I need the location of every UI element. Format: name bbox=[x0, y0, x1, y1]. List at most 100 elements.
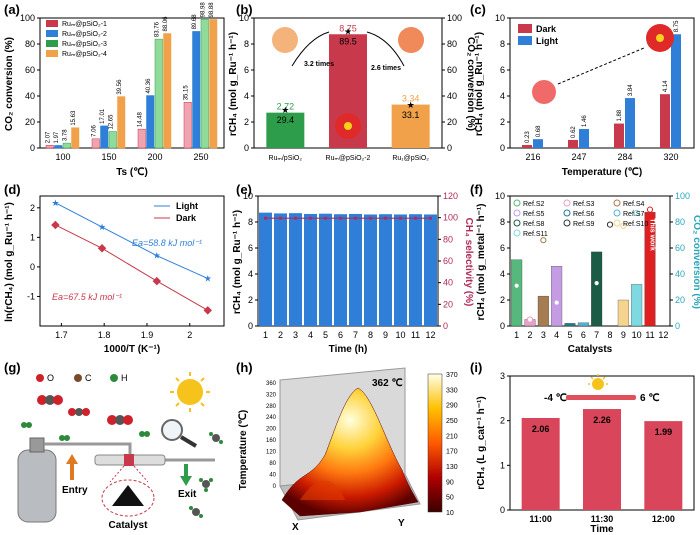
xtick-label: 11 bbox=[645, 330, 654, 340]
panel-h-zlabel: Temperature (℃) bbox=[238, 410, 249, 491]
panel-c-marks: 0 2 4 6 8 10 216 0.23 0.68 247 0.62 1.46 284 1.88 3.84… bbox=[495, 13, 681, 162]
xtick-label: Ru₁@pSiO₂ bbox=[392, 155, 429, 162]
ytick-label: 60 bbox=[675, 243, 685, 253]
ytick-label: 100 bbox=[675, 191, 690, 201]
ytick-label: 20 bbox=[447, 117, 457, 127]
bar bbox=[579, 129, 589, 148]
data-point: ★ bbox=[204, 273, 212, 283]
bar-value-label: 0.23 bbox=[525, 131, 531, 143]
bar bbox=[614, 123, 624, 148]
arrow-left bbox=[291, 31, 330, 67]
ytick-label: 20 bbox=[675, 295, 685, 305]
xtick-label: 6 bbox=[581, 330, 586, 340]
ytick-label: 0 bbox=[443, 321, 448, 331]
selectivity-point bbox=[428, 216, 433, 220]
xtick-label: 11:30 bbox=[591, 514, 614, 524]
bar-value-label: 3.78 bbox=[63, 129, 69, 141]
selectivity-point bbox=[413, 216, 418, 220]
ytick-label: 2 bbox=[500, 416, 505, 426]
bar-value-label: 39.56 bbox=[117, 79, 123, 95]
colorbar-tick-label: 130 bbox=[446, 464, 458, 471]
bar-value-label: 35.15 bbox=[184, 85, 190, 101]
xtick-label: 2 bbox=[187, 330, 192, 340]
bar bbox=[631, 284, 643, 327]
bar bbox=[671, 34, 681, 148]
panel-h-xlabel: X bbox=[292, 522, 299, 533]
xtick-label: 320 bbox=[663, 152, 678, 162]
fit-line bbox=[55, 224, 208, 311]
bar bbox=[617, 299, 629, 327]
legend-h: H bbox=[121, 373, 128, 383]
legend-marker bbox=[563, 219, 571, 227]
legend-label: Ref.S5 bbox=[523, 211, 545, 218]
panel-label-a: (a) bbox=[4, 2, 20, 17]
legend-swatch bbox=[518, 36, 532, 45]
panel-d-ylabel: ln(rCH₄) (mol g_Ru⁻¹ h⁻¹) bbox=[4, 202, 15, 322]
xtick-label: 100 bbox=[55, 152, 70, 162]
this-work-label: This work bbox=[649, 218, 656, 251]
bar-value-label: 17.01 bbox=[100, 108, 106, 124]
legend-label: Ref.S2 bbox=[523, 201, 545, 208]
bar bbox=[349, 213, 362, 326]
ytick-label: 8 bbox=[248, 217, 253, 227]
selectivity-point bbox=[383, 216, 388, 220]
xtick-label: 4 bbox=[308, 330, 313, 340]
ztick-label: 80 bbox=[269, 461, 276, 467]
ztick-label: 240 bbox=[266, 415, 277, 421]
bar-value-label: 8.75 bbox=[339, 23, 357, 33]
bar-value-label: 2.06 bbox=[532, 424, 550, 434]
xtick-label: 7 bbox=[594, 330, 599, 340]
colorbar-tick-label: 170 bbox=[446, 449, 458, 456]
temperature-gradient-bar bbox=[566, 395, 636, 400]
dashed-arrow bbox=[557, 47, 645, 85]
bar bbox=[183, 102, 192, 149]
entry-label: Entry bbox=[62, 485, 88, 496]
legend-c: C bbox=[85, 373, 92, 383]
arrow-right bbox=[366, 31, 405, 67]
data-point bbox=[152, 276, 162, 286]
xtick-label: 10 bbox=[632, 330, 642, 340]
bar-value-label: 40.36 bbox=[146, 78, 152, 94]
panel-label-f: (f) bbox=[470, 182, 483, 197]
colorbar-tick-label: 210 bbox=[446, 433, 458, 440]
bar-value-label: 12.65 bbox=[109, 114, 115, 130]
ytick-label: 4 bbox=[248, 269, 253, 279]
panel-label-b: (b) bbox=[236, 2, 253, 17]
bar bbox=[537, 295, 549, 327]
bar bbox=[660, 94, 670, 148]
conversion-star: ★ bbox=[407, 100, 415, 110]
panel-c-frame bbox=[509, 17, 695, 149]
legend-label: Light bbox=[176, 201, 198, 211]
ytick-label: 100 bbox=[443, 213, 458, 223]
ytick-label: 40 bbox=[447, 91, 457, 101]
xtick-label: 1.7 bbox=[55, 330, 68, 340]
panel-e-y2label: CH₄ selectivity (%) bbox=[463, 218, 474, 307]
bar bbox=[577, 322, 589, 327]
conversion-label: 89.5 bbox=[339, 37, 357, 47]
panel-f-ylabel: rCH₄ (mol g_metal⁻¹ h⁻¹) bbox=[476, 204, 487, 321]
ytick-label: 10 bbox=[495, 191, 505, 201]
selectivity-point bbox=[263, 216, 268, 220]
legend-label: Ref.S9 bbox=[573, 221, 595, 228]
panel-d-xlabel: 1000/T (K⁻¹) bbox=[104, 344, 160, 355]
panel-f-xlabel: Catalysts bbox=[568, 344, 613, 355]
selectivity-point bbox=[368, 216, 373, 220]
zoom-line-right bbox=[133, 465, 149, 483]
xtick-label: 247 bbox=[571, 152, 586, 162]
bar bbox=[591, 251, 603, 327]
legend-swatch bbox=[518, 24, 532, 33]
ytick-label: 2 bbox=[30, 203, 35, 213]
xtick-label: Ruₘ/pSiO₂ bbox=[269, 155, 303, 162]
ztick-label: 320 bbox=[266, 392, 277, 398]
data-point bbox=[97, 244, 107, 253]
ytick-label: 80 bbox=[447, 39, 457, 49]
colorbar-tick-label: 10 bbox=[446, 510, 454, 517]
bar-value-label: 0.62 bbox=[571, 126, 577, 138]
bar bbox=[521, 417, 560, 510]
panel-f-frame bbox=[509, 195, 671, 327]
legend-marker bbox=[513, 229, 521, 237]
selectivity-point bbox=[338, 216, 343, 220]
bar bbox=[117, 96, 126, 149]
